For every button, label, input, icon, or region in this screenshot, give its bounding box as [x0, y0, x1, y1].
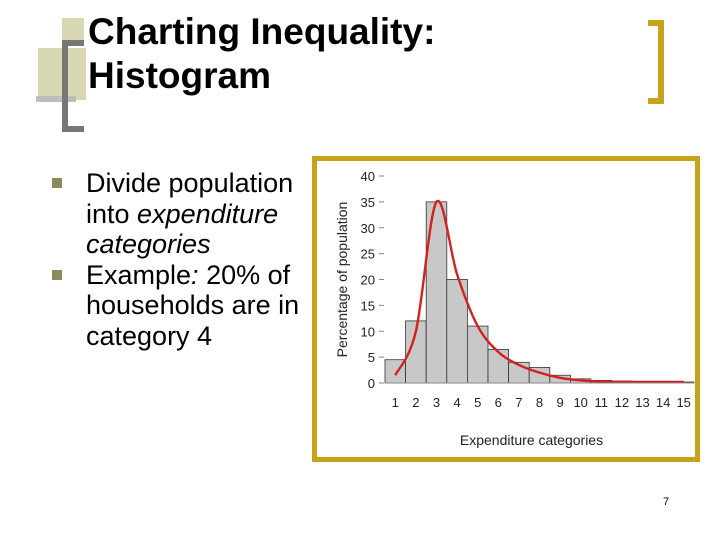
bullet-run-italic: : [191, 259, 207, 290]
left-bracket-bottom [62, 126, 84, 132]
x-tick-label: 8 [536, 395, 543, 410]
slide-title-line1: Charting Inequality: [88, 11, 436, 52]
chart-panel: 0 5 10 15 20 25 30 35 40 1 2 3 4 5 6 7 8 9 10 11 12 13 14 15 P… [317, 161, 695, 457]
x-tick-label: 4 [453, 395, 460, 410]
y-tick-label: 40 [361, 169, 375, 184]
y-tick-label: 30 [361, 221, 375, 236]
y-tick-label: 0 [368, 376, 375, 391]
x-tick-label: 12 [615, 395, 629, 410]
left-bracket-top [62, 40, 84, 46]
decorative-bar [36, 96, 76, 102]
x-tick-label: 3 [433, 395, 440, 410]
y-axis-label: Percentage of population [334, 202, 350, 358]
x-tick-label: 14 [656, 395, 670, 410]
bullet-text: Example: 20% of households are in catego… [86, 260, 314, 352]
histogram-bar [466, 325, 489, 384]
bullet-list: Divide population into expenditure categ… [52, 168, 314, 351]
bullet-run-italic: expenditure categories [86, 198, 279, 260]
x-tick-label: 11 [595, 395, 609, 410]
y-tick-label: 35 [361, 195, 375, 210]
bullet-run: 20% of households are in category 4 [86, 259, 300, 351]
bullet-run: Example [86, 259, 192, 290]
x-axis-ticks: 1 2 3 4 5 6 7 8 9 10 11 12 13 14 15 [392, 395, 691, 410]
x-axis-label: Expenditure categories [460, 432, 603, 448]
bullet-item: Example: 20% of households are in catego… [52, 260, 314, 352]
y-tick-label: 20 [361, 273, 375, 288]
slide-title: Charting Inequality: Histogram [88, 10, 648, 98]
x-tick-label: 7 [515, 395, 522, 410]
x-tick-label: 6 [495, 395, 502, 410]
x-tick-label: 1 [392, 395, 399, 410]
square-bullet-icon [52, 178, 62, 188]
x-tick-label: 9 [556, 395, 563, 410]
y-tick-label: 15 [361, 298, 375, 313]
decorative-square-small [62, 18, 84, 40]
page-number: 7 [663, 496, 670, 508]
right-bracket-bottom [648, 98, 664, 104]
x-tick-label: 2 [412, 395, 419, 410]
x-tick-label: 13 [635, 395, 649, 410]
bullet-text: Divide population into expenditure categ… [86, 168, 314, 260]
y-tick-label: 25 [361, 247, 375, 262]
y-tick-label: 10 [361, 324, 375, 339]
y-axis-ticks: 0 5 10 15 20 25 30 35 40 [361, 169, 384, 391]
histogram-bar [487, 348, 510, 384]
slide-title-line2: Histogram [88, 55, 271, 96]
left-bracket [62, 40, 68, 132]
bullet-item: Divide population into expenditure categ… [52, 168, 314, 260]
x-tick-label: 15 [676, 395, 690, 410]
square-bullet-icon [52, 269, 62, 280]
right-bracket-top [648, 20, 664, 26]
bullet-run: Divide population into [86, 168, 294, 229]
density-curve [394, 199, 684, 384]
y-tick-label: 5 [368, 350, 375, 365]
x-tick-label: 10 [573, 395, 587, 410]
x-tick-label: 5 [474, 395, 481, 410]
right-bracket [658, 20, 664, 104]
chart-frame: 0 5 10 15 20 25 30 35 40 1 2 3 4 5 6 7 8 9 10 11 12 13 14 15 P… [312, 156, 700, 462]
